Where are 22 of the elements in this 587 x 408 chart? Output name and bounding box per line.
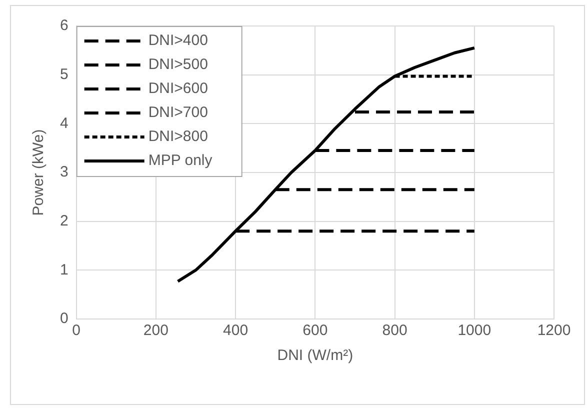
x-tick-label: 400 [223, 322, 248, 340]
legend-label: MPP only [148, 152, 213, 170]
x-tick-label: 600 [302, 322, 328, 340]
x-tick-label: 1000 [458, 322, 492, 340]
y-tick-label: 2 [60, 212, 68, 230]
y-tick-label: 6 [60, 17, 68, 34]
x-axis-title: DNI (W/m²) [277, 347, 354, 364]
y-tick-label: 5 [60, 66, 68, 83]
y-tick-label: 3 [60, 164, 68, 181]
legend-label: DNI>700 [148, 104, 208, 122]
y-tick-label: 1 [60, 261, 68, 278]
x-tick-label: 200 [143, 322, 168, 340]
legend-label: DNI>400 [148, 32, 208, 50]
x-tick-label: 1200 [537, 322, 571, 340]
legend-label: DNI>600 [148, 80, 208, 98]
legend-label: DNI>500 [148, 56, 208, 74]
y-axis-title: Power (kWe) [30, 129, 48, 216]
y-tick-label: 4 [60, 114, 68, 132]
y-tick-label: 0 [60, 310, 68, 328]
x-tick-label: 0 [72, 322, 81, 340]
x-tick-label: 800 [382, 322, 408, 340]
legend-label: DNI>800 [148, 128, 208, 146]
